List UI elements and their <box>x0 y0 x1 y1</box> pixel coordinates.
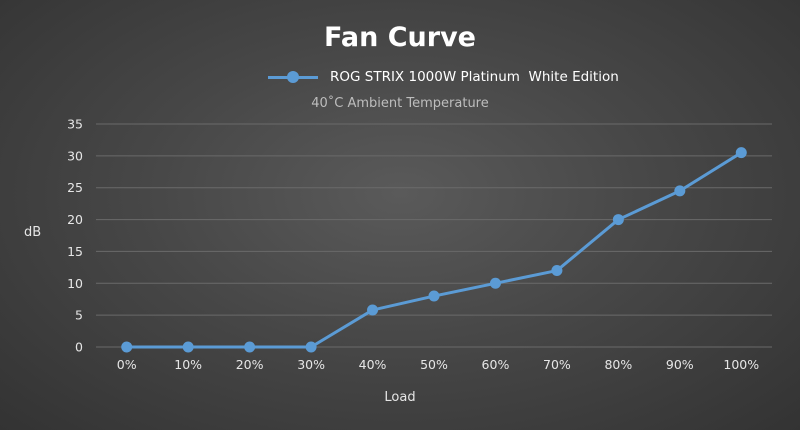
data-point <box>735 147 747 159</box>
y-tick-label: 35 <box>67 117 83 132</box>
x-tick-label: 70% <box>543 357 571 372</box>
data-point <box>612 214 624 226</box>
y-tick-label: 15 <box>67 244 83 259</box>
y-tick-label: 0 <box>75 340 83 355</box>
data-point <box>305 341 317 353</box>
x-tick-label: 80% <box>604 357 632 372</box>
x-tick-label: 60% <box>482 357 510 372</box>
x-tick-label: 30% <box>297 357 325 372</box>
data-point <box>244 341 256 353</box>
y-tick-label: 25 <box>67 180 83 195</box>
legend: ROG STRIX 1000W Platinum White Edition <box>268 66 619 88</box>
y-tick-label: 10 <box>67 276 83 291</box>
data-point <box>428 290 440 302</box>
chart-subtitle: 40˚C Ambient Temperature <box>311 96 489 111</box>
legend-swatch <box>268 70 318 84</box>
x-axis-label: Load <box>384 390 416 405</box>
data-point <box>121 341 133 353</box>
x-tick-label: 50% <box>420 357 448 372</box>
data-point <box>551 265 563 277</box>
data-point <box>182 341 194 353</box>
x-tick-label: 10% <box>174 357 202 372</box>
y-axis-label: dB <box>24 225 42 240</box>
y-tick-label: 30 <box>67 148 83 163</box>
series-line <box>126 151 743 349</box>
x-tick-label: 0% <box>117 357 137 372</box>
x-tick-label: 40% <box>359 357 387 372</box>
legend-label: ROG STRIX 1000W Platinum White Edition <box>330 69 619 85</box>
data-point <box>674 185 686 197</box>
legend-marker <box>287 71 299 83</box>
y-tick-label: 5 <box>75 308 83 323</box>
x-tick-label: 20% <box>236 357 264 372</box>
data-point <box>367 304 379 316</box>
y-tick-label: 20 <box>67 212 83 227</box>
data-point <box>489 277 501 289</box>
x-tick-label: 100% <box>723 357 759 372</box>
x-tick-label: 90% <box>666 357 694 372</box>
chart-title: Fan Curve <box>324 22 476 53</box>
